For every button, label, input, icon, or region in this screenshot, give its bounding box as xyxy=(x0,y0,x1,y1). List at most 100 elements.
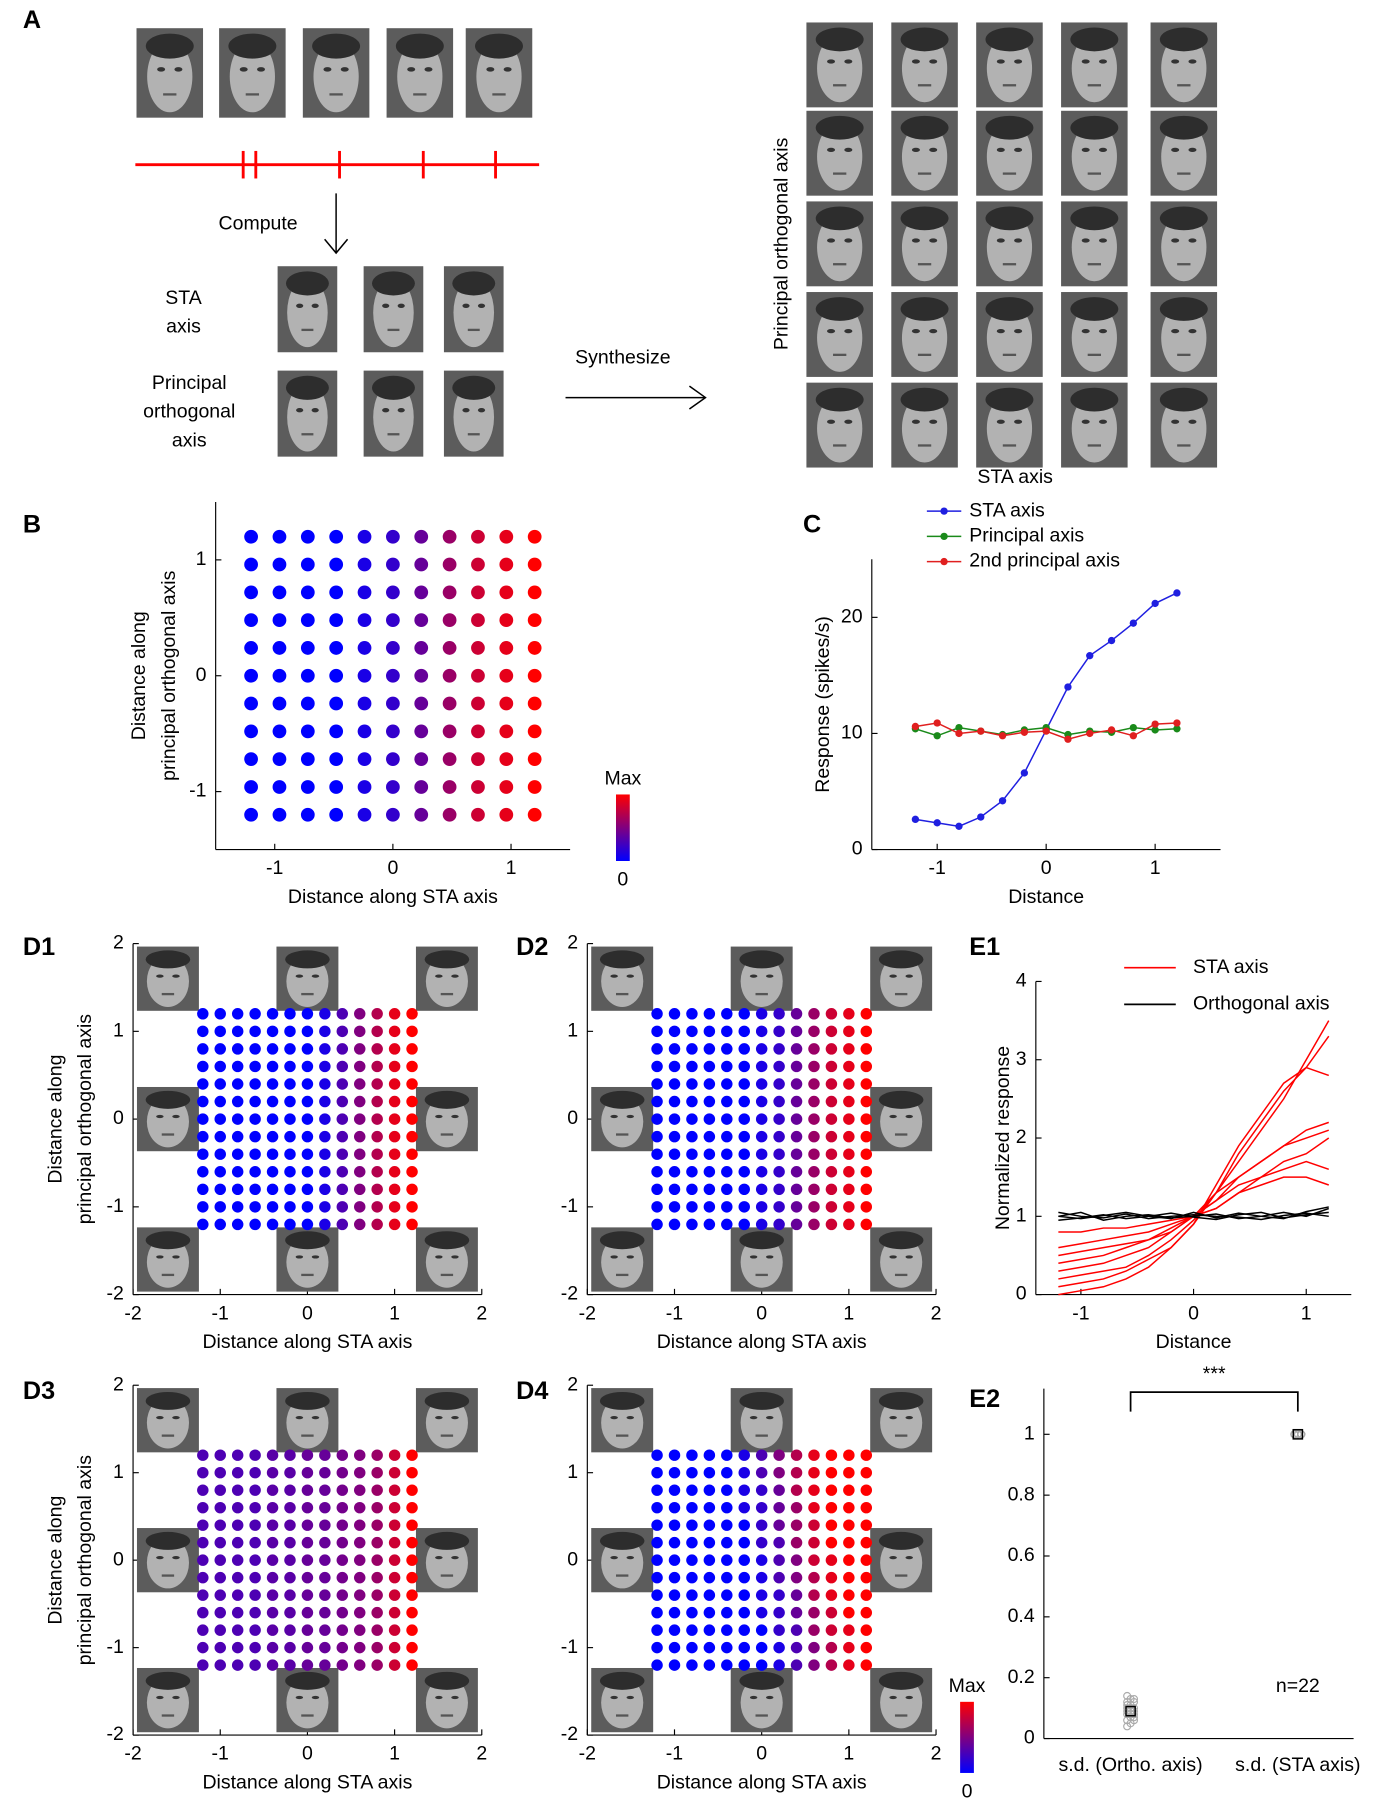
dot xyxy=(249,1466,261,1479)
x-tick-label: 1 xyxy=(843,1743,854,1765)
face-eye xyxy=(996,238,1005,243)
face-thumbnail xyxy=(415,946,478,1011)
dot xyxy=(406,1501,418,1514)
dot xyxy=(651,1501,663,1514)
x-tick-label: 2 xyxy=(931,1302,942,1324)
point xyxy=(1107,636,1116,645)
dot xyxy=(825,1449,838,1461)
dot xyxy=(319,1466,331,1479)
point xyxy=(1293,1430,1302,1439)
dot xyxy=(773,1008,785,1020)
face-thumbnail xyxy=(806,110,873,196)
dot xyxy=(790,1571,803,1584)
dot xyxy=(266,1606,279,1619)
dot xyxy=(825,1519,838,1531)
x-tick-label: 0 xyxy=(387,857,398,879)
face-hair xyxy=(371,375,415,400)
dot xyxy=(388,1449,401,1461)
dot xyxy=(527,557,542,572)
dot xyxy=(860,1008,873,1020)
face-thumbnail xyxy=(591,1227,654,1292)
x-tick-label: 0 xyxy=(1041,857,1052,879)
face-eye xyxy=(610,1416,618,1420)
face-hair xyxy=(371,271,415,296)
dot xyxy=(773,1571,785,1584)
dot xyxy=(266,1484,279,1496)
dot xyxy=(471,752,485,767)
dot xyxy=(249,1148,261,1160)
face-hair xyxy=(285,375,329,400)
dot xyxy=(843,1218,855,1231)
dot xyxy=(371,1218,383,1231)
point xyxy=(1151,720,1159,728)
axis-label: STA axis xyxy=(977,466,1053,488)
face-hair xyxy=(145,1531,191,1550)
dot xyxy=(414,724,429,739)
face-thumbnail xyxy=(276,946,339,1011)
dot xyxy=(414,585,429,600)
dot xyxy=(755,1113,768,1125)
face-hair xyxy=(900,115,949,140)
dot xyxy=(686,1008,698,1020)
face-eye xyxy=(1171,59,1180,64)
dot xyxy=(329,585,344,600)
face-eye xyxy=(156,1555,164,1560)
face-eye xyxy=(996,59,1005,64)
dot xyxy=(738,1606,750,1619)
face-eye xyxy=(257,67,266,72)
face-eye xyxy=(889,1255,897,1259)
dot xyxy=(686,1484,698,1496)
face-eye xyxy=(424,67,433,72)
face-thumbnail xyxy=(591,1667,654,1733)
dot xyxy=(214,1183,226,1196)
dot xyxy=(371,1571,383,1584)
dot xyxy=(843,1008,855,1020)
dot xyxy=(353,1025,366,1038)
face-eye xyxy=(397,408,405,413)
face-skin xyxy=(146,955,189,1007)
dot xyxy=(249,1606,261,1619)
point xyxy=(955,723,963,732)
dot xyxy=(406,1449,418,1461)
dot xyxy=(214,1095,226,1108)
dot xyxy=(336,1484,349,1496)
face-thumbnail xyxy=(363,266,424,353)
dot xyxy=(843,1484,855,1496)
point xyxy=(1086,729,1094,738)
face-eye xyxy=(397,303,405,308)
dot xyxy=(686,1078,698,1090)
dot xyxy=(319,1536,331,1549)
annotation: *** xyxy=(1203,1363,1226,1385)
dot xyxy=(825,1466,838,1479)
face-hair xyxy=(424,1231,470,1250)
dot xyxy=(471,780,485,794)
dot xyxy=(703,1659,716,1671)
face-eye xyxy=(311,1416,320,1420)
dot xyxy=(214,1519,226,1531)
x-axis-label: Distance along STA axis xyxy=(202,1331,412,1353)
dot xyxy=(651,1130,663,1143)
dot xyxy=(721,1449,733,1461)
face-thumbnail xyxy=(891,382,958,468)
dot xyxy=(471,668,485,683)
face-hair xyxy=(599,1231,645,1250)
dot xyxy=(371,1501,383,1514)
face-hair xyxy=(475,33,523,59)
dot xyxy=(284,1519,296,1531)
dot xyxy=(336,1166,349,1178)
dot xyxy=(790,1060,803,1073)
dot xyxy=(244,696,258,711)
face-skin xyxy=(901,213,948,282)
dot xyxy=(499,585,514,600)
dot xyxy=(336,1183,349,1196)
face-skin xyxy=(901,394,948,463)
face-skin xyxy=(901,34,948,103)
dot xyxy=(843,1606,855,1619)
dot xyxy=(808,1166,820,1178)
face-eye xyxy=(911,328,920,334)
point xyxy=(1129,732,1138,740)
dot xyxy=(773,1449,785,1461)
face-skin xyxy=(880,1397,923,1449)
face-skin xyxy=(986,34,1033,103)
dot xyxy=(738,1148,750,1160)
